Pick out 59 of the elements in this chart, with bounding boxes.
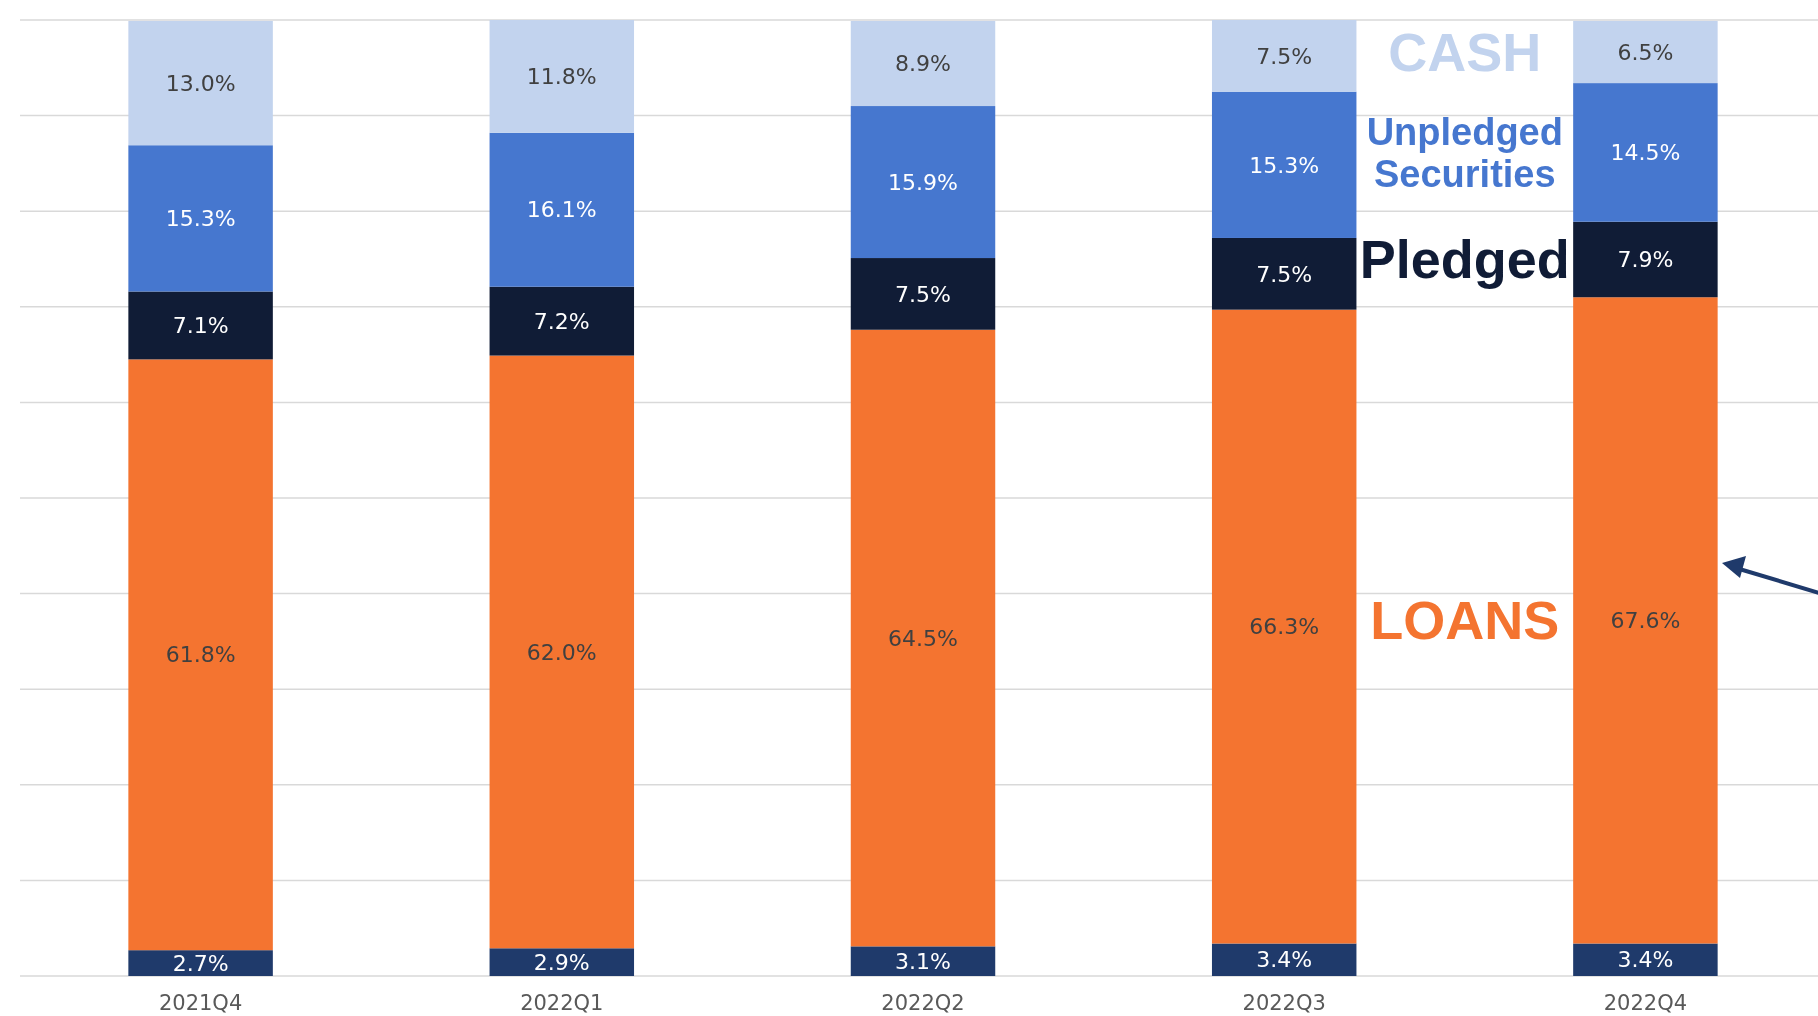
data-label: 15.3%: [165, 206, 236, 232]
bar: [850, 329, 996, 947]
bar: [1211, 309, 1357, 944]
series-label: Pledged: [1359, 229, 1570, 290]
bar: [1211, 943, 1357, 976]
data-label: 3.4%: [1256, 947, 1313, 973]
bar: [489, 286, 635, 356]
bar: [1573, 221, 1718, 298]
data-label: 2.7%: [172, 950, 229, 976]
data-label: 64.5%: [888, 625, 958, 651]
series-label: Unpledged Securities: [1366, 110, 1563, 195]
bar: [128, 359, 273, 951]
data-label: 7.5%: [1256, 261, 1313, 287]
data-label: 15.9%: [888, 169, 958, 195]
bar: [1573, 20, 1718, 84]
data-label: 67.6%: [1610, 608, 1681, 634]
bar: [1573, 83, 1718, 222]
data-label: 7.5%: [895, 281, 951, 307]
bar: [1573, 297, 1718, 944]
data-label: 16.1%: [526, 197, 597, 223]
data-label: 62.0%: [526, 639, 597, 665]
data-label: 14.5%: [1610, 140, 1681, 166]
bar: [128, 950, 273, 976]
data-label: 7.1%: [172, 313, 229, 339]
series-label: LOANS: [1370, 590, 1560, 651]
bar: [850, 946, 996, 976]
data-label: 15.3%: [1249, 152, 1320, 178]
data-label: 11.8%: [526, 64, 597, 90]
x-tick-label: 2022Q1: [520, 991, 604, 1015]
bar: [489, 132, 635, 287]
x-tick-label: 2022Q2: [881, 991, 965, 1015]
data-label: 3.1%: [895, 948, 951, 974]
bar: [128, 145, 273, 292]
bar: [489, 948, 635, 976]
data-label: 7.9%: [1617, 247, 1674, 273]
bar: [1573, 943, 1718, 976]
data-label: 2.9%: [533, 949, 590, 975]
bar: [850, 258, 996, 330]
data-label: 13.0%: [165, 70, 236, 96]
bar: [489, 355, 635, 949]
series-label: CASH: [1388, 21, 1542, 82]
data-label: 8.9%: [895, 51, 951, 77]
bar: [850, 106, 996, 259]
bar: [1211, 91, 1357, 238]
bar: [1211, 20, 1357, 92]
bar: [128, 20, 273, 146]
data-label: 7.2%: [533, 308, 590, 334]
data-label: 3.4%: [1617, 947, 1674, 973]
data-label: 66.3%: [1249, 614, 1320, 640]
bar: [128, 291, 273, 360]
bar: [489, 20, 635, 133]
data-label: 6.5%: [1617, 39, 1674, 65]
x-tick-label: 2021Q4: [158, 991, 243, 1015]
data-label: 7.5%: [1256, 43, 1313, 69]
bar: [850, 20, 996, 107]
data-label: 61.8%: [165, 642, 236, 668]
x-tick-label: 2022Q4: [1603, 991, 1688, 1015]
bar: [1211, 237, 1357, 310]
x-tick-label: 2022Q3: [1242, 991, 1326, 1015]
